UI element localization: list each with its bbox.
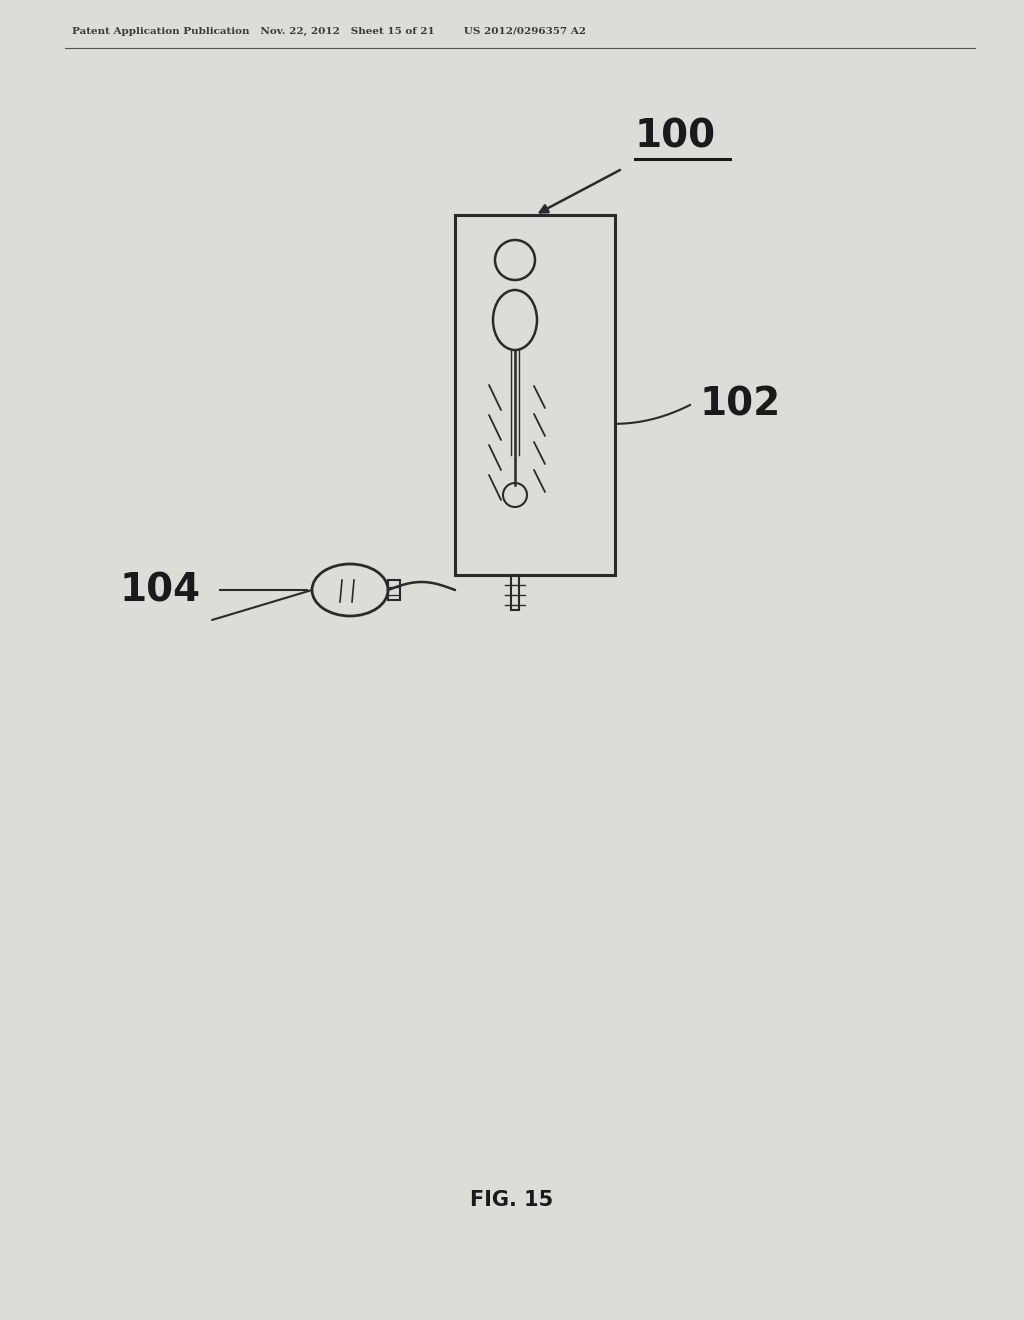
Bar xyxy=(511,576,519,610)
Text: FIG. 15: FIG. 15 xyxy=(470,1191,554,1210)
Text: 100: 100 xyxy=(635,117,716,154)
Bar xyxy=(388,579,400,601)
Text: Patent Application Publication   Nov. 22, 2012   Sheet 15 of 21        US 2012/0: Patent Application Publication Nov. 22, … xyxy=(72,26,586,36)
Text: 102: 102 xyxy=(700,385,781,424)
Text: 104: 104 xyxy=(120,572,201,609)
Bar xyxy=(455,215,615,576)
